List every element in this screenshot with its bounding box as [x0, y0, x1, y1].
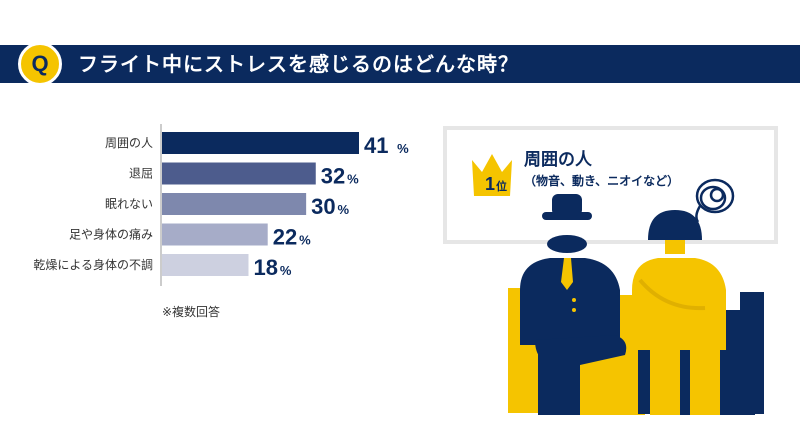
bar — [162, 193, 307, 215]
navy-passenger — [520, 194, 627, 415]
bar — [162, 162, 316, 185]
rank-suffix: 位 — [496, 179, 507, 193]
value-label: 41 — [364, 133, 388, 158]
question-badge: Q — [18, 42, 62, 86]
category-label: 乾燥による身体の不調 — [33, 257, 153, 272]
bar — [162, 254, 249, 276]
passengers-illustration — [508, 178, 764, 415]
value-label: 18 — [253, 255, 277, 280]
yellow-passenger — [632, 210, 726, 415]
bar-chart: 周囲の人 41 % 退屈 32 % 眠れない 30 % 足や身体の痛み 22 % 乾燥による身体の不調 1… — [33, 124, 409, 286]
value-unit: % — [338, 202, 350, 217]
category-label: 周囲の人 — [105, 136, 153, 150]
page-title: フライト中にストレスを感じるのはどんな時？ — [78, 52, 519, 76]
rank-title: 周囲の人 — [524, 150, 592, 170]
category-label: 足や身体の痛み — [69, 227, 153, 242]
question-badge-label: Q — [31, 51, 49, 76]
value-unit: % — [397, 141, 409, 156]
value-unit: % — [299, 233, 311, 248]
category-label: 退屈 — [129, 167, 153, 181]
bar — [162, 132, 359, 154]
annoyance-scribble-icon — [695, 178, 735, 223]
header-banner — [0, 45, 800, 83]
value-label: 32 — [321, 164, 345, 189]
rank-number: 1 — [485, 174, 495, 194]
value-label: 30 — [311, 194, 335, 219]
value-unit: % — [347, 172, 359, 187]
crown-icon: 1 位 — [472, 154, 512, 196]
chart-note: ※複数回答 — [162, 305, 221, 319]
value-label: 22 — [273, 225, 297, 250]
value-unit: % — [280, 263, 292, 278]
rank-subtitle: （物音、動き、ニオイなど） — [524, 174, 680, 188]
bar — [162, 223, 268, 246]
category-label: 眠れない — [105, 197, 153, 211]
